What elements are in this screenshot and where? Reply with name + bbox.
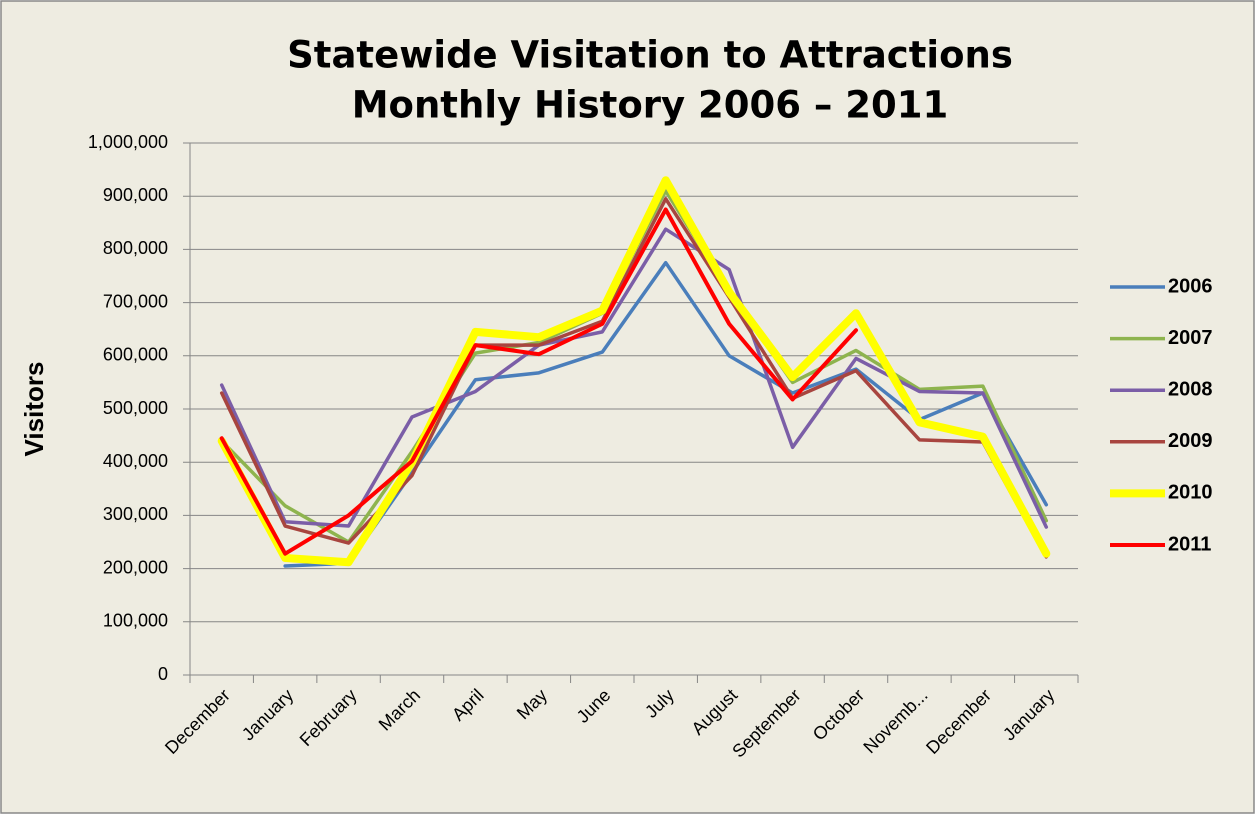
series-line: [219, 207, 858, 556]
legend-label: 2011: [1168, 533, 1211, 555]
y-tick-label: 500,000: [103, 398, 168, 418]
legend-label: 2010: [1168, 482, 1213, 504]
legend-label: 2009: [1168, 430, 1213, 452]
y-tick-label: 400,000: [103, 451, 168, 471]
y-tick-label: 100,000: [103, 611, 168, 631]
y-tick-label: 300,000: [103, 504, 168, 524]
y-axis-label: Visitors: [19, 362, 49, 457]
y-tick-label: 900,000: [103, 185, 168, 205]
chart-title: Monthly History 2006 – 2011: [352, 84, 949, 127]
chart-title: Statewide Visitation to Attractions: [287, 34, 1013, 77]
legend-label: 2007: [1168, 327, 1213, 349]
y-tick-label: 700,000: [103, 291, 168, 311]
y-tick-label: 600,000: [103, 345, 168, 365]
y-tick-label: 800,000: [103, 238, 168, 258]
y-tick-label: 1,000,000: [88, 132, 168, 152]
legend-label: 2008: [1168, 378, 1213, 400]
series-line: [219, 197, 1049, 559]
y-tick-label: 0: [158, 664, 168, 684]
series-line: [217, 176, 1051, 567]
legend-label: 2006: [1168, 275, 1213, 297]
y-tick-label: 200,000: [103, 557, 168, 577]
